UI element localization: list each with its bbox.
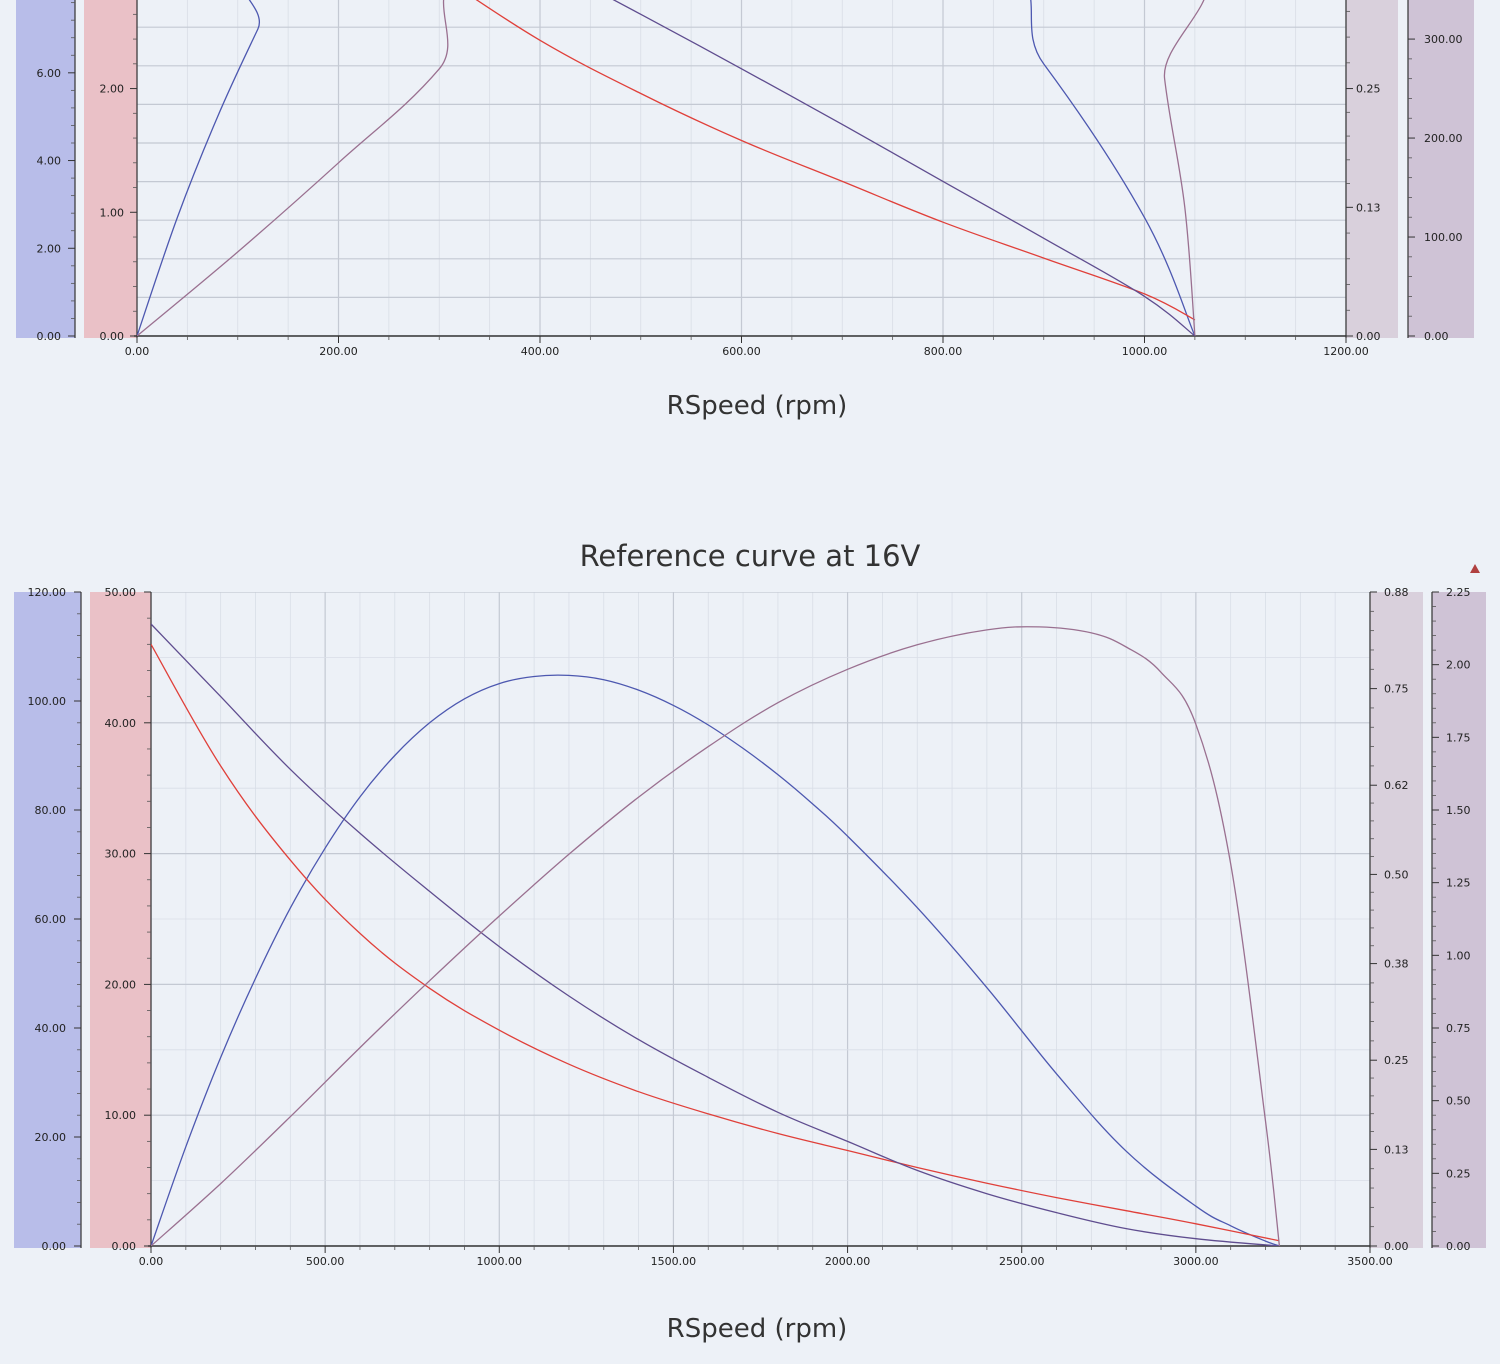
top-purple-tick-label: 200.00 [1424,132,1463,145]
top-blue-tick-label: 4.00 [37,155,62,168]
top-x-tick-label: 1200.00 [1323,345,1369,358]
bottom-purple-tick-label: 1.00 [1446,949,1471,962]
bottom-mauve-tick-label: 0.50 [1384,868,1409,881]
top-x-tick-label: 200.00 [319,345,358,358]
top-blue-tick-label: 0.00 [37,330,62,343]
bottom-series-blue-0-line [151,674,1280,1246]
top-mauve-y-axis: 0.00 0.13 0.25 [1345,0,1381,343]
bottom-series-mauve-3-line [151,626,1281,1246]
top-grid [137,0,1346,336]
bottom-purple-y-axis: 0.00 0.25 0.50 0.75 1.00 1.25 1.50 1.75 2.00 2.25 [1431,586,1471,1253]
bottom-red-tick-label: 30.00 [105,848,137,861]
bottom-red-tick-label: 20.00 [105,978,137,991]
bottom-x-tick-label: 1500.00 [651,1255,697,1268]
bottom-x-tick-label: 0.00 [139,1255,164,1268]
bottom-series-purple-2-line [151,623,1280,1246]
bottom-purple-tick-label: 1.25 [1446,877,1471,890]
top-blue-tick-label: 6.00 [37,67,62,80]
top-purple-tick-label: 100.00 [1424,231,1463,244]
bottom-blue-axis-band [14,592,81,1248]
bottom-red-tick-label: 0.00 [112,1240,137,1253]
bottom-x-tick-label: 3500.00 [1347,1255,1393,1268]
top-series-red-3-line [612,0,1196,336]
bottom-purple-tick-label: 0.50 [1446,1095,1471,1108]
top-series-blue-0-line [137,0,1196,336]
top-purple-axis-band [1408,0,1474,338]
top-mauve-tick-label: 0.00 [1356,330,1381,343]
bottom-blue-tick-label: 60.00 [35,913,67,926]
top-x-axis: 0.00 200.00 400.00 600.00 800.00 1000.00 1200.… [125,335,1369,358]
bottom-mauve-tick-label: 0.00 [1384,1240,1409,1253]
bottom-purple-tick-label: 0.25 [1446,1167,1471,1180]
bottom-red-tick-label: 10.00 [105,1109,137,1122]
top-blue-tick-label: 2.00 [37,242,62,255]
top-x-tick-label: 800.00 [924,345,963,358]
bottom-red-tick-label: 50.00 [105,586,137,599]
top-red-tick-label: 2.00 [100,83,125,96]
top-red-tick-label: 0.00 [100,330,125,343]
top-x-tick-label: 600.00 [722,345,761,358]
bottom-grid [151,592,1370,1246]
bottom-chart-title: Reference curve at 16V [580,539,921,573]
top-purple-tick-label: 0.00 [1424,330,1449,343]
top-red-tick-label: 1.00 [100,206,125,219]
top-blue-axis-band [16,0,75,338]
top-purple-y-axis: 0.00 100.00 200.00 300.00 [1407,0,1463,343]
bottom-blue-tick-label: 120.00 [28,586,67,599]
bottom-purple-tick-label: 1.50 [1446,804,1471,817]
bottom-purple-tick-label: 2.00 [1446,659,1471,672]
bottom-blue-tick-label: 40.00 [35,1022,67,1035]
bottom-mauve-y-axis: 0.00 0.13 0.25 0.38 0.50 0.62 0.75 0.88 [1369,586,1409,1253]
bottom-x-tick-label: 1000.00 [477,1255,523,1268]
top-red-axis-band [84,0,137,338]
bottom-x-axis: 0.00 500.00 1000.00 1500.00 2000.00 2500.00 30… [139,1245,1393,1268]
top-x-tick-label: 400.00 [521,345,560,358]
bottom-mauve-axis-band [1370,592,1423,1248]
scroll-up-arrow-icon[interactable] [1470,564,1480,573]
bottom-blue-tick-label: 20.00 [35,1131,67,1144]
top-mauve-tick-label: 0.13 [1356,201,1381,214]
bottom-series-red-1-line [151,643,1280,1242]
top-blue-y-axis: 0.00 2.00 4.00 6.00 [37,0,76,343]
top-x-axis-label: RSpeed (rpm) [667,391,848,421]
bottom-red-tick-label: 40.00 [105,717,137,730]
bottom-red-y-axis: 0.00 10.00 20.00 30.00 40.00 50.00 [105,586,152,1253]
top-x-tick-label: 1000.00 [1122,345,1168,358]
top-mauve-axis-band [1346,0,1398,338]
top-x-tick-label: 0.00 [125,345,150,358]
bottom-purple-tick-label: 1.75 [1446,731,1471,744]
bottom-blue-y-axis: 0.00 20.00 40.00 60.00 80.00 100.00 120.00 [28,586,82,1253]
bottom-mauve-tick-label: 0.25 [1384,1054,1409,1067]
bottom-mauve-tick-label: 0.88 [1384,586,1409,599]
top-series-red-1-line [475,0,1196,321]
bottom-purple-tick-label: 0.75 [1446,1022,1471,1035]
bottom-mauve-tick-label: 0.62 [1384,779,1409,792]
bottom-mauve-tick-label: 0.38 [1384,958,1409,971]
top-purple-tick-label: 300.00 [1424,33,1463,46]
bottom-x-tick-label: 500.00 [306,1255,345,1268]
bottom-blue-tick-label: 100.00 [28,695,67,708]
bottom-x-tick-label: 2000.00 [825,1255,871,1268]
bottom-x-tick-label: 2500.00 [999,1255,1045,1268]
bottom-blue-tick-label: 80.00 [35,804,67,817]
top-red-y-axis: 0.00 1.00 2.00 [100,0,138,343]
top-series-mauve-2-line [137,0,1205,336]
chart-bottom: 0.0020.0040.0060.0080.00100.00120.000.00… [14,586,1486,1268]
bottom-blue-tick-label: 0.00 [42,1240,67,1253]
bottom-mauve-tick-label: 0.75 [1384,683,1409,696]
chart-top: 0.00 2.00 4.00 6.00 0.00 1.00 2.00 0.00 0.13 0.25… [16,0,1474,358]
bottom-x-axis-label: RSpeed (rpm) [667,1314,848,1344]
bottom-x-tick-label: 3000.00 [1173,1255,1219,1268]
bottom-purple-tick-label: 0.00 [1446,1240,1471,1253]
bottom-red-axis-band [90,592,151,1248]
bottom-mauve-tick-label: 0.13 [1384,1143,1409,1156]
top-mauve-tick-label: 0.25 [1356,83,1381,96]
bottom-purple-axis-band [1432,592,1486,1248]
bottom-purple-tick-label: 2.25 [1446,586,1471,599]
